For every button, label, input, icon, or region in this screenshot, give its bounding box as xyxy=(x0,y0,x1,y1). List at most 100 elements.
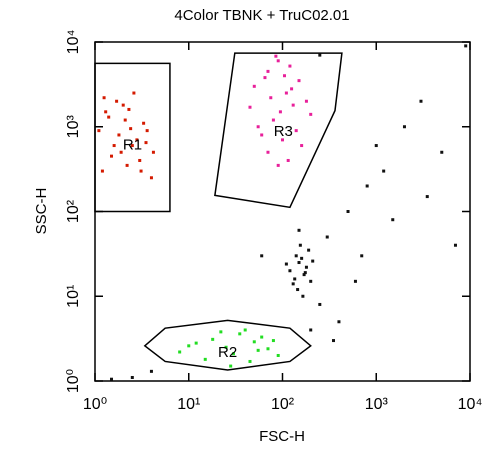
dot xyxy=(219,330,223,334)
dot xyxy=(337,320,341,324)
dot xyxy=(231,352,235,356)
dot xyxy=(104,110,108,114)
dot xyxy=(248,105,252,109)
dot xyxy=(288,269,292,273)
dot xyxy=(297,228,301,232)
gate xyxy=(94,62,171,213)
dot xyxy=(211,337,215,341)
dot xyxy=(276,353,280,357)
gate-label: R3 xyxy=(274,123,293,140)
dot xyxy=(229,364,233,368)
dot xyxy=(260,335,264,339)
dot xyxy=(266,347,270,351)
dot xyxy=(110,154,114,158)
dot xyxy=(107,115,111,119)
dot xyxy=(419,99,423,103)
dot xyxy=(256,348,260,352)
y-axis-label: SSC-H xyxy=(33,188,50,235)
dot xyxy=(382,169,386,173)
dot xyxy=(304,99,308,103)
dot xyxy=(311,259,315,263)
dot xyxy=(301,294,305,298)
dot xyxy=(290,87,294,91)
x-tick-label: 10¹ xyxy=(177,396,200,413)
dot xyxy=(309,279,313,283)
dot xyxy=(119,150,123,154)
dot xyxy=(440,150,444,154)
dot xyxy=(278,110,282,114)
x-tick-label: 10⁰ xyxy=(83,396,107,413)
y-tick-label: 10² xyxy=(65,199,82,223)
dot xyxy=(286,158,290,162)
dot xyxy=(129,127,133,131)
dot xyxy=(298,243,302,247)
dot xyxy=(203,357,207,361)
dot xyxy=(127,107,131,111)
y-tick-label: 10³ xyxy=(65,115,82,139)
dot xyxy=(325,235,329,239)
y-tick-label: 10¹ xyxy=(65,285,82,308)
dot xyxy=(97,129,101,133)
dot xyxy=(266,150,270,154)
gate xyxy=(143,319,312,371)
dot xyxy=(284,91,288,95)
dot xyxy=(297,261,301,265)
dot xyxy=(425,195,429,199)
dot xyxy=(187,344,191,348)
dot xyxy=(102,96,106,100)
dot xyxy=(260,254,264,258)
dot xyxy=(391,218,395,222)
dot xyxy=(297,79,301,83)
y-tick-label: 10⁴ xyxy=(65,30,82,55)
dot xyxy=(309,328,313,332)
dot xyxy=(194,341,198,345)
dot xyxy=(178,350,182,354)
dot xyxy=(269,96,273,100)
dot xyxy=(144,141,148,145)
dot xyxy=(294,254,298,258)
dot xyxy=(117,133,121,137)
dot xyxy=(300,144,304,148)
dot xyxy=(353,279,357,283)
dot xyxy=(274,54,278,58)
x-axis-label: FSC-H xyxy=(259,428,305,445)
x-tick-label: 10⁴ xyxy=(458,396,483,413)
gate xyxy=(214,52,343,209)
dot xyxy=(252,84,256,88)
dot xyxy=(304,265,308,269)
dot xyxy=(307,248,311,252)
dot xyxy=(224,345,228,349)
dot xyxy=(132,91,136,95)
dot xyxy=(115,99,119,103)
dot xyxy=(302,273,306,277)
dot xyxy=(135,138,139,142)
chart-title: 4Color TBNK + TruC02.01 xyxy=(174,7,349,24)
dot xyxy=(263,76,267,80)
dot xyxy=(284,262,288,266)
dot xyxy=(300,256,304,260)
dot xyxy=(296,288,300,292)
dot xyxy=(145,129,149,133)
gate-label: R2 xyxy=(218,344,237,361)
dot xyxy=(464,44,468,48)
dot xyxy=(271,339,275,343)
dot xyxy=(121,103,125,107)
dot xyxy=(256,125,260,129)
dot xyxy=(149,176,153,180)
dot xyxy=(293,277,297,281)
dot xyxy=(276,59,280,63)
dot xyxy=(260,133,264,137)
dot xyxy=(138,158,142,162)
dot xyxy=(281,138,284,142)
dot xyxy=(151,150,155,154)
dot xyxy=(291,103,295,107)
dot xyxy=(282,74,286,78)
y-tick-label: 10⁰ xyxy=(65,369,82,393)
dot xyxy=(276,163,280,167)
dot xyxy=(346,210,350,213)
dot xyxy=(453,243,457,247)
dot xyxy=(123,118,127,122)
dot xyxy=(252,340,256,344)
dot xyxy=(332,339,336,343)
